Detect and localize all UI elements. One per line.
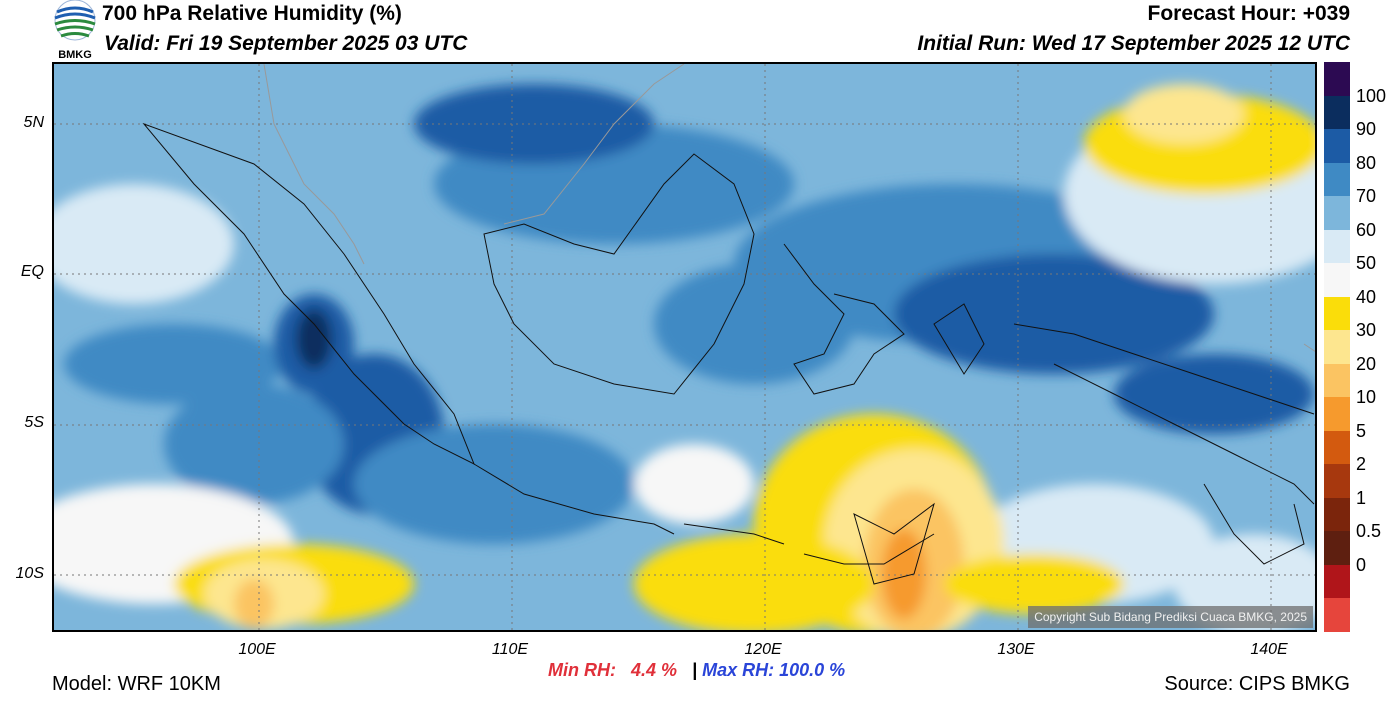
initial-run: Initial Run: Wed 17 September 2025 12 UT… [917,32,1350,55]
colorbar-cell [1324,95,1350,130]
logo-text: BMKG [58,49,92,60]
colorbar-label: 50 [1356,253,1377,274]
colorbar-cell [1324,296,1350,331]
max-rh-label: Max RH: 100.0 % [702,660,846,680]
lat-label-10s: 10S [15,565,44,582]
colorbar-label: 100 [1356,85,1387,106]
source-label: Source: CIPS BMKG [1164,673,1350,695]
colorbar-cell [1324,363,1350,398]
colorbar-cell [1324,531,1350,566]
colorbar-label: 10 [1356,387,1377,408]
colorbar-cell [1324,464,1350,499]
colorbar-label: 90 [1356,119,1377,140]
coastlines [142,122,1315,585]
model-label: Model: WRF 10KM [52,673,221,695]
colorbar-cell [1324,430,1350,465]
copyright-notice: Copyright Sub Bidang Prediksi Cuaca BMKG… [1028,606,1313,628]
stats-separator: | [692,660,698,680]
lat-label-5s: 5S [24,414,44,431]
colorbar-cell [1324,598,1350,633]
colorbar-label: 2 [1356,454,1367,475]
colorbar-cell [1324,62,1350,97]
lon-label-100e: 100E [238,641,276,658]
colorbar-label: 0 [1356,554,1367,575]
colorbar-label: 0.5 [1356,521,1382,542]
lon-label-120e: 120E [744,641,782,658]
colorbar-cell [1324,564,1350,599]
forecast-hour: Forecast Hour: +039 [1147,2,1351,25]
colorbar-label: 70 [1356,186,1377,207]
colorbar-cell [1324,330,1350,365]
bmkg-logo: BMKG [54,0,96,60]
colorbar-label: 40 [1356,286,1377,307]
lon-label-110e: 110E [491,641,529,658]
colorbar-cell [1324,263,1350,298]
lat-label-5n: 5N [23,114,44,131]
colorbar-label: 5 [1356,420,1367,441]
colorbar-cell [1324,129,1350,164]
colorbar-label: 80 [1356,152,1377,173]
lon-label-140e: 140E [1250,641,1288,658]
valid-time: Valid: Fri 19 September 2025 03 UTC [104,32,468,55]
colorbar-label: 60 [1356,219,1377,240]
colorbar-cell [1324,397,1350,432]
min-rh-value: 4.4 % [631,660,678,680]
colorbar-label: 30 [1356,320,1377,341]
humidity-map: Copyright Sub Bidang Prediksi Cuaca BMKG… [52,62,1317,632]
colorbar-label: 1 [1356,487,1367,508]
colorbar-label: 20 [1356,353,1377,374]
humidity-field [54,64,1315,630]
rh-stats: Min RH: 4.4 % | Max RH: 100.0 % [548,660,845,681]
lon-label-130e: 130E [997,641,1035,658]
colorbar [1324,62,1350,633]
colorbar-cell [1324,497,1350,532]
lat-label-eq: EQ [20,263,44,280]
colorbar-cell [1324,229,1350,264]
colorbar-cell [1324,196,1350,231]
min-rh-label: Min RH: [548,660,616,680]
colorbar-cell [1324,162,1350,197]
map-title: 700 hPa Relative Humidity (%) [102,2,402,25]
